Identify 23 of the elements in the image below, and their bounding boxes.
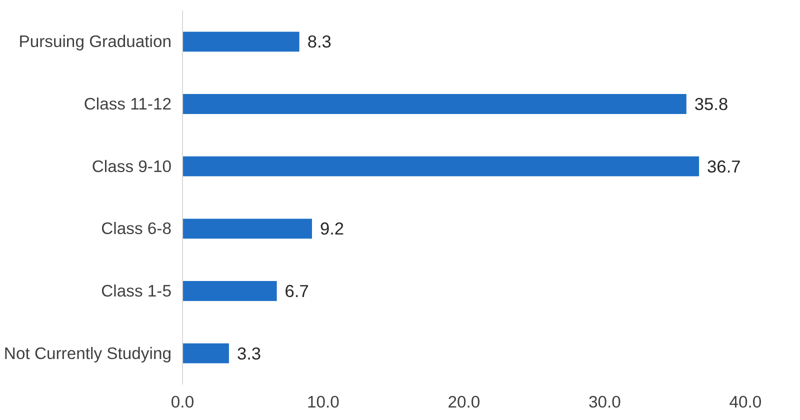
- x-tick-label: 40.0: [729, 392, 762, 412]
- data-label: 9.2: [320, 218, 344, 239]
- bar: [182, 94, 686, 114]
- x-tick-label: 20.0: [448, 392, 480, 412]
- data-label: 6.7: [284, 281, 309, 301]
- bar: [182, 218, 312, 239]
- y-tick-label: Class 11-12: [84, 94, 172, 114]
- bar: [182, 343, 229, 364]
- x-tick-label: 30.0: [588, 392, 621, 412]
- bar: [182, 32, 300, 52]
- data-label: 35.8: [694, 94, 728, 114]
- y-tick-label: Class 9-10: [92, 156, 172, 176]
- y-tick-label: Class 6-8: [101, 219, 172, 238]
- data-label: 36.7: [707, 156, 741, 176]
- y-tick-label: Not Currently Studying: [4, 344, 172, 363]
- y-tick-label: Pursuing Graduation: [18, 32, 172, 52]
- bar: [182, 281, 277, 301]
- bar: [182, 156, 700, 176]
- y-tick-label: Class 1-5: [101, 282, 172, 300]
- data-label: 3.3: [236, 343, 262, 364]
- x-tick-label: 0.0: [170, 392, 194, 412]
- x-tick-label: 10.0: [307, 392, 340, 412]
- data-label: 8.3: [307, 32, 332, 52]
